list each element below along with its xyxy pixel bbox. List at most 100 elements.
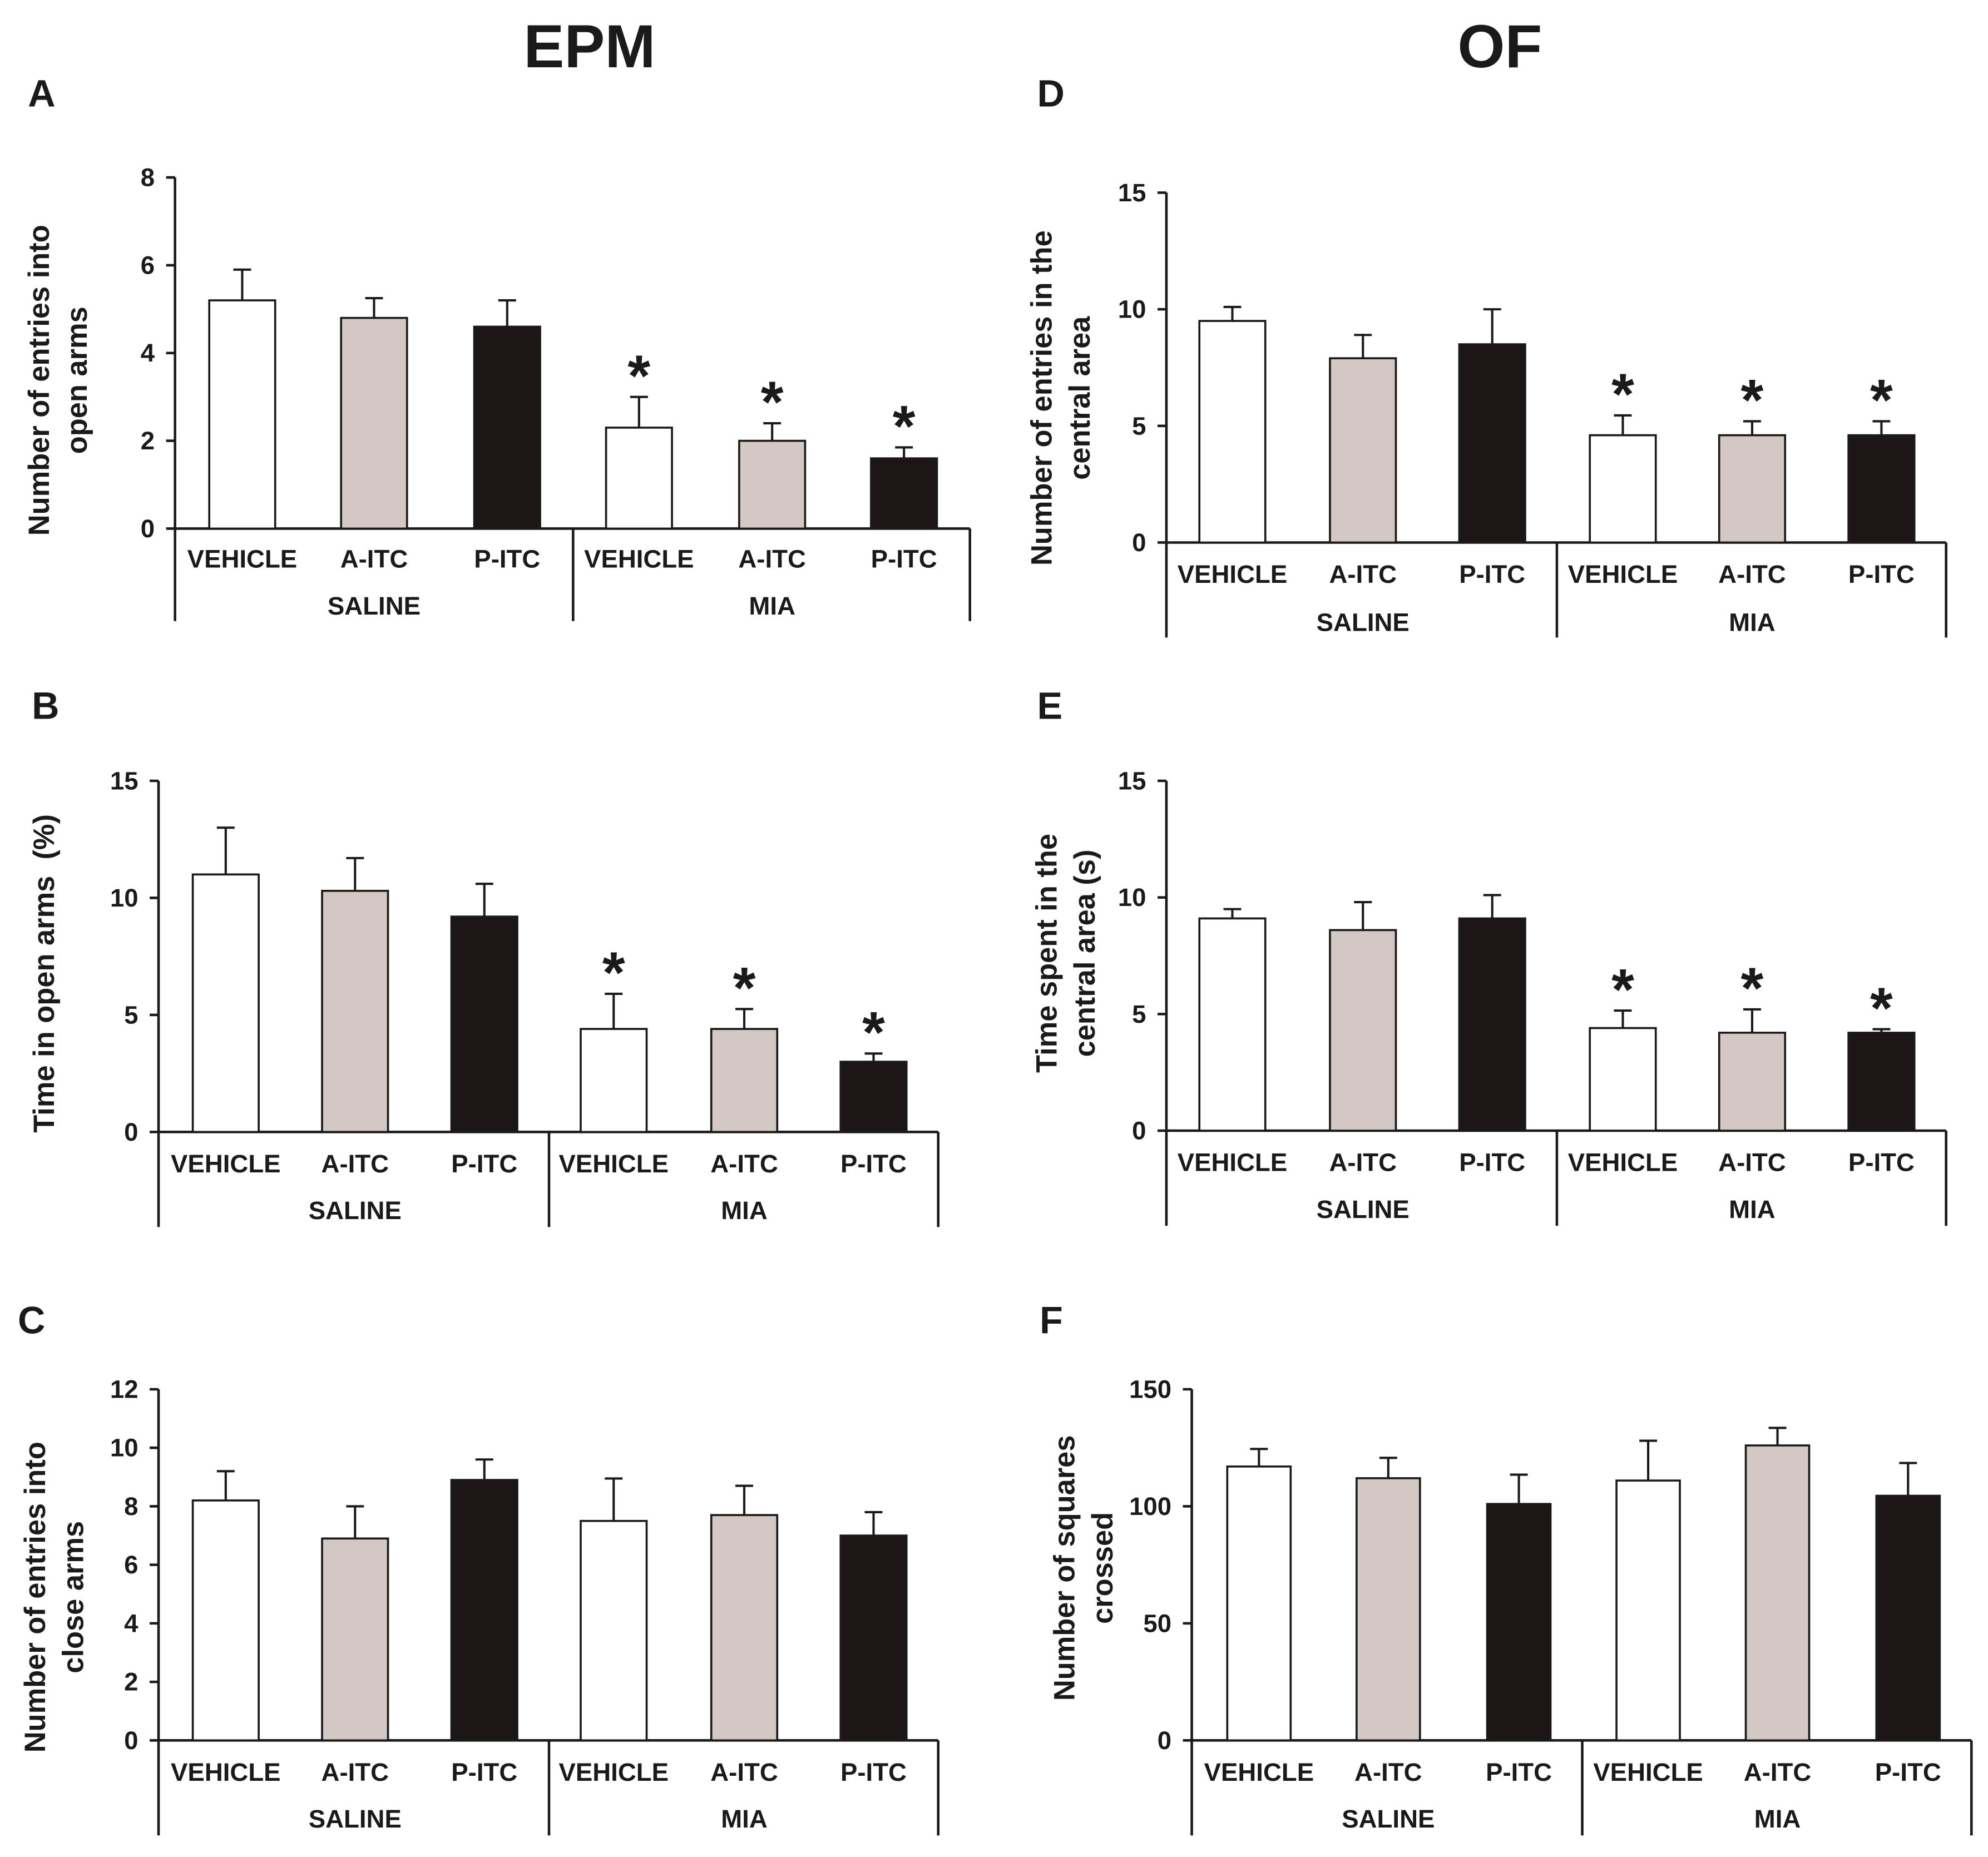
y-tick-label: 0 — [141, 514, 155, 543]
y-tick-label: 50 — [1143, 1609, 1171, 1637]
y-tick-label: 4 — [141, 339, 155, 367]
group-label-saline: SALINE — [1342, 1805, 1435, 1833]
bar-saline-a-itc — [321, 889, 389, 1133]
group-label-saline: SALINE — [1317, 1195, 1410, 1224]
y-axis-label: Time in open arms (%) — [28, 814, 61, 1133]
panel-letter: B — [32, 685, 59, 727]
bar-mia-vehicle — [605, 427, 673, 530]
panel-letter: F — [1040, 1300, 1063, 1342]
significance-star-mia-a-itc: * — [733, 955, 756, 1021]
y-tick-label: 4 — [124, 1609, 139, 1637]
significance-star-mia-p-itc: * — [862, 1000, 885, 1065]
y-axis-label: close arms — [57, 1521, 90, 1673]
significance-star-mia-vehicle: * — [1611, 957, 1634, 1022]
panel-letter: E — [1037, 685, 1062, 727]
y-tick-label: 5 — [1132, 412, 1146, 440]
category-label-mia-a-itc: A-ITC — [1744, 1758, 1812, 1786]
bar-saline-vehicle — [1198, 320, 1267, 544]
category-label-mia-p-itc: P-ITC — [840, 1150, 907, 1178]
y-tick-label: 10 — [110, 1434, 139, 1462]
y-axis-label: central area — [1064, 316, 1096, 480]
y-tick-label: 5 — [124, 1001, 138, 1029]
panel-d: D 0 5 10 15 Number of entries in the central a… — [1026, 72, 1947, 638]
category-label-mia-vehicle: VEHICLE — [1568, 1148, 1678, 1177]
y-tick-label: 6 — [141, 251, 155, 279]
bar-mia-vehicle — [580, 1028, 648, 1133]
significance-star-mia-a-itc: * — [761, 370, 784, 435]
y-axis-label: Number of entries in the — [1026, 230, 1059, 566]
category-label-mia-p-itc: P-ITC — [1875, 1758, 1941, 1786]
category-label-mia-a-itc: A-ITC — [710, 1758, 778, 1786]
epm-column-title: EPM — [523, 13, 655, 81]
y-axis-label: crossed — [1087, 1512, 1119, 1624]
bar-mia-vehicle — [1589, 1027, 1657, 1132]
bar-saline-vehicle — [1226, 1465, 1292, 1742]
category-label-mia-a-itc: A-ITC — [1718, 560, 1786, 588]
bar-saline-vehicle — [1198, 917, 1267, 1132]
y-tick-label: 100 — [1129, 1492, 1171, 1521]
bar-saline-p-itc — [1458, 917, 1526, 1132]
category-label-saline-vehicle: VEHICLE — [1178, 560, 1288, 588]
bar-mia-vehicle — [1589, 434, 1657, 544]
y-axis-label: open arms — [61, 306, 93, 454]
bar-saline-a-itc — [1329, 357, 1397, 544]
significance-star-mia-p-itc: * — [893, 394, 916, 459]
y-tick-label: 0 — [1132, 528, 1146, 557]
y-tick-label: 15 — [110, 766, 139, 795]
category-label-saline-p-itc: P-ITC — [451, 1150, 517, 1178]
group-label-mia: MIA — [721, 1805, 768, 1833]
category-label-mia-p-itc: P-ITC — [1848, 1148, 1915, 1177]
panel-e: E 0 5 10 15 Time spent in the central area (s)… — [1031, 685, 1947, 1226]
category-label-mia-a-itc: A-ITC — [738, 545, 806, 573]
bar-mia-vehicle — [1615, 1479, 1681, 1742]
category-label-saline-a-itc: A-ITC — [1329, 1148, 1397, 1177]
y-tick-label: 15 — [1118, 179, 1146, 207]
group-label-saline: SALINE — [309, 1196, 402, 1225]
significance-star-mia-vehicle: * — [602, 940, 625, 1006]
y-axis-label: Number of entries into — [23, 225, 56, 536]
category-label-mia-p-itc: P-ITC — [840, 1758, 907, 1786]
category-label-saline-p-itc: P-ITC — [1486, 1758, 1552, 1786]
category-label-saline-vehicle: VEHICLE — [1178, 1148, 1288, 1177]
panel-b: B 0 5 10 15 Time in open arms (%) VEHICLE A-ITC… — [28, 685, 939, 1227]
panel-letter: C — [18, 1300, 45, 1342]
bar-mia-a-itc — [1718, 1032, 1787, 1132]
bar-mia-p-itc — [839, 1534, 908, 1742]
significance-star-mia-a-itc: * — [1741, 956, 1764, 1021]
y-tick-label: 0 — [124, 1726, 138, 1755]
bar-saline-a-itc — [1356, 1477, 1421, 1742]
bar-saline-a-itc — [340, 316, 408, 530]
y-tick-label: 10 — [1118, 295, 1146, 324]
bar-saline-p-itc — [1486, 1503, 1552, 1742]
category-label-mia-a-itc: A-ITC — [1718, 1148, 1786, 1177]
bar-saline-p-itc — [473, 325, 541, 530]
category-label-mia-vehicle: VEHICLE — [1568, 560, 1678, 588]
bar-mia-p-itc — [1847, 434, 1916, 544]
y-tick-label: 12 — [110, 1375, 139, 1403]
bar-mia-a-itc — [738, 439, 807, 530]
group-label-mia: MIA — [721, 1196, 768, 1225]
bar-saline-p-itc — [450, 1479, 518, 1742]
y-axis-label: central area (s) — [1069, 850, 1101, 1057]
bar-saline-vehicle — [191, 1499, 260, 1742]
group-label-mia: MIA — [1729, 1195, 1776, 1224]
y-tick-label: 0 — [1158, 1726, 1171, 1755]
panel-c: C 0 2 4 6 8 10 12 Number of entries into close ar… — [18, 1300, 939, 1836]
bar-mia-a-itc — [710, 1514, 779, 1742]
category-label-saline-vehicle: VEHICLE — [187, 545, 298, 573]
significance-star-mia-p-itc: * — [1870, 975, 1893, 1041]
category-label-saline-a-itc: A-ITC — [322, 1758, 389, 1786]
significance-star-mia-a-itc: * — [1741, 368, 1764, 433]
bar-mia-vehicle — [580, 1519, 648, 1742]
y-tick-label: 0 — [124, 1118, 138, 1146]
category-label-saline-vehicle: VEHICLE — [1204, 1758, 1314, 1786]
category-label-mia-vehicle: VEHICLE — [558, 1150, 669, 1178]
y-axis-label: Number of entries into — [19, 1442, 52, 1752]
panel-letter: A — [28, 72, 55, 115]
group-label-mia: MIA — [1754, 1805, 1801, 1833]
y-tick-label: 8 — [124, 1492, 138, 1521]
significance-star-mia-vehicle: * — [627, 343, 650, 408]
category-label-mia-vehicle: VEHICLE — [584, 545, 694, 573]
significance-star-mia-p-itc: * — [1870, 368, 1893, 433]
